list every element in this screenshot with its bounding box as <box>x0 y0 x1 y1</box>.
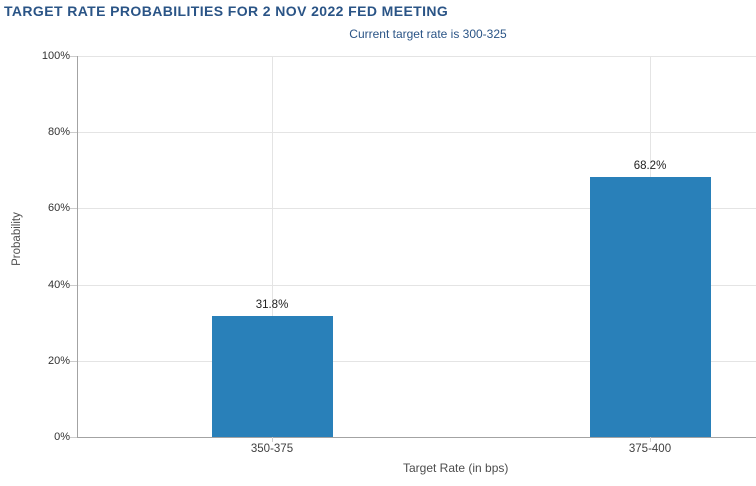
bar-350-375[interactable] <box>211 315 333 437</box>
gridline-category-0 <box>272 56 273 437</box>
bar-value-label-350-375: 31.8% <box>255 298 289 311</box>
y-tick-mark <box>70 132 77 134</box>
bar-value-label-375-400: 68.2% <box>633 160 667 173</box>
y-tick-mark <box>70 360 77 362</box>
chart-title: TARGET RATE PROBABILITIES FOR 2 NOV 2022… <box>4 3 449 19</box>
x-tick-mark <box>272 437 273 442</box>
chart-subtitle: Current target rate is 300-325 <box>349 27 507 41</box>
x-axis-line <box>77 437 756 438</box>
y-tick-mark <box>70 56 77 57</box>
bar-375-400[interactable] <box>589 177 711 437</box>
x-tick-mark <box>650 437 651 442</box>
y-tick-mark <box>70 284 77 286</box>
y-tick-label-60%: 60% <box>47 202 70 215</box>
y-tick-label-100%: 100% <box>41 50 70 62</box>
gridline-20 <box>78 360 756 362</box>
x-category-label-350-375: 350-375 <box>250 443 294 455</box>
gridline-60 <box>78 208 756 210</box>
y-tick-label-40%: 40% <box>47 278 70 291</box>
y-tick-mark <box>70 437 77 438</box>
gridline-100 <box>78 56 756 57</box>
y-axis-title: Probability <box>11 212 23 266</box>
y-tick-label-0%: 0% <box>54 431 70 443</box>
y-tick-label-80%: 80% <box>47 126 70 139</box>
x-axis-title: Target Rate (in bps) <box>403 461 509 475</box>
plot-area: 31.8% 68.2% <box>78 56 756 437</box>
gridline-80 <box>78 132 756 134</box>
x-category-label-375-400: 375-400 <box>628 443 672 455</box>
y-tick-label-20%: 20% <box>47 354 70 367</box>
gridline-40 <box>78 284 756 286</box>
y-tick-mark <box>70 208 77 210</box>
y-axis-line <box>77 56 78 437</box>
